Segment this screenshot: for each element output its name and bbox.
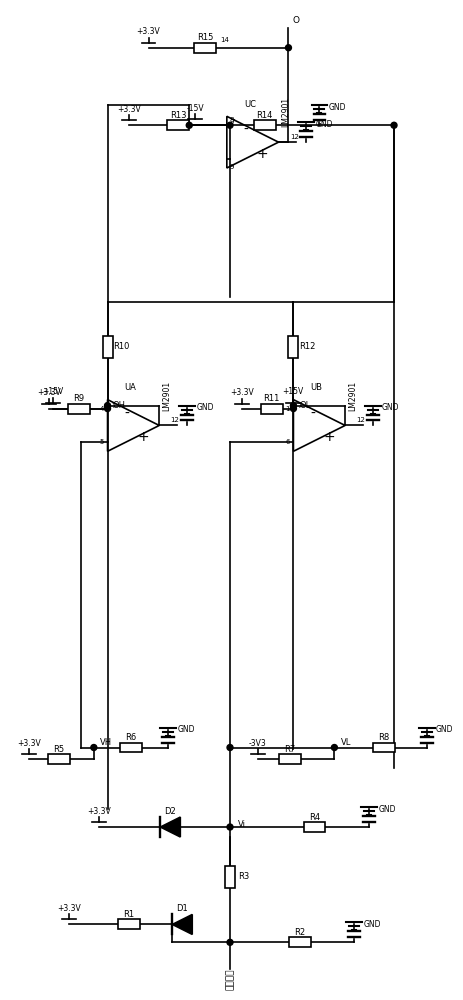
Text: +3.3V: +3.3V <box>137 27 160 36</box>
Bar <box>119 743 142 752</box>
Text: +: + <box>257 147 269 161</box>
Circle shape <box>227 824 233 830</box>
Text: GND: GND <box>329 103 346 112</box>
Text: R13: R13 <box>170 111 187 120</box>
Text: +: + <box>138 430 150 444</box>
Bar <box>288 937 311 947</box>
Text: UB: UB <box>311 383 323 392</box>
Bar <box>225 866 235 888</box>
Text: VL: VL <box>341 738 351 747</box>
Text: -: - <box>310 407 315 421</box>
Text: LM2901: LM2901 <box>281 97 290 127</box>
Polygon shape <box>160 817 180 837</box>
Text: +15V: +15V <box>43 387 64 396</box>
Text: R14: R14 <box>257 111 273 120</box>
Text: R7: R7 <box>284 745 295 754</box>
Text: R15: R15 <box>197 33 213 42</box>
Text: 1: 1 <box>285 406 290 412</box>
Text: GND: GND <box>363 920 381 929</box>
Text: +3.3V: +3.3V <box>117 105 140 114</box>
Text: +3.3V: +3.3V <box>17 739 41 748</box>
Text: R10: R10 <box>113 342 130 351</box>
Circle shape <box>227 122 233 128</box>
Circle shape <box>391 122 397 128</box>
Text: GND: GND <box>177 725 195 734</box>
Text: GND: GND <box>382 403 400 412</box>
Text: R6: R6 <box>125 733 136 742</box>
Bar <box>103 336 113 358</box>
Bar <box>194 43 216 53</box>
Text: +: + <box>324 430 335 444</box>
Polygon shape <box>172 914 192 934</box>
Text: -: - <box>124 407 129 421</box>
Text: LM2901: LM2901 <box>348 381 357 411</box>
Circle shape <box>227 745 233 750</box>
Text: R8: R8 <box>378 733 390 742</box>
Bar <box>48 754 70 764</box>
Text: OL: OL <box>300 401 311 410</box>
Text: R5: R5 <box>54 745 65 754</box>
Bar <box>168 120 189 130</box>
Text: O: O <box>293 16 300 25</box>
Text: R9: R9 <box>73 394 84 403</box>
Circle shape <box>105 403 111 409</box>
Bar <box>261 404 283 414</box>
Text: 14: 14 <box>220 37 230 43</box>
Text: 12: 12 <box>171 417 180 423</box>
Text: GND: GND <box>196 403 214 412</box>
Text: 4: 4 <box>100 406 104 412</box>
Circle shape <box>290 403 296 409</box>
Circle shape <box>91 745 97 750</box>
Text: 8: 8 <box>230 117 234 123</box>
Bar <box>304 822 325 832</box>
Text: R1: R1 <box>123 910 134 919</box>
Text: 5: 5 <box>100 439 104 445</box>
Circle shape <box>227 939 233 945</box>
Circle shape <box>186 122 192 128</box>
Text: +15V: +15V <box>282 387 303 396</box>
Text: +3.3V: +3.3V <box>87 807 111 816</box>
Text: GND: GND <box>436 725 453 734</box>
Text: UC: UC <box>244 100 256 109</box>
Text: 7: 7 <box>111 403 116 409</box>
Text: R11: R11 <box>263 394 280 403</box>
Circle shape <box>105 406 111 412</box>
Bar <box>254 120 276 130</box>
Circle shape <box>286 45 291 51</box>
Text: R4: R4 <box>309 813 320 822</box>
Text: GND: GND <box>378 805 396 814</box>
Text: D1: D1 <box>176 904 188 913</box>
Text: R12: R12 <box>299 342 315 351</box>
Text: R3: R3 <box>238 872 250 881</box>
Text: 7: 7 <box>231 119 235 125</box>
Text: 7: 7 <box>297 403 301 409</box>
Circle shape <box>290 406 296 412</box>
Text: 12: 12 <box>357 417 365 423</box>
Text: OH: OH <box>113 401 126 410</box>
Text: R2: R2 <box>294 928 305 937</box>
Text: +3.3V: +3.3V <box>57 904 81 913</box>
Text: GND: GND <box>315 120 333 129</box>
Text: +3.3V: +3.3V <box>230 388 254 397</box>
Text: -: - <box>244 123 248 137</box>
Text: VH: VH <box>100 738 112 747</box>
Text: 9: 9 <box>230 164 234 170</box>
Text: Vi: Vi <box>238 820 246 829</box>
Circle shape <box>332 745 338 750</box>
Text: LM2901: LM2901 <box>162 381 171 411</box>
Bar <box>68 404 90 414</box>
Text: 开关输入: 开关输入 <box>225 968 234 990</box>
Text: 6: 6 <box>285 439 290 445</box>
Bar <box>288 336 298 358</box>
Bar <box>279 754 300 764</box>
Text: -15V: -15V <box>187 104 204 113</box>
Text: 12: 12 <box>290 134 299 140</box>
Text: UA: UA <box>125 383 137 392</box>
Text: +3.3V: +3.3V <box>37 388 61 397</box>
Bar <box>118 919 139 929</box>
Bar <box>373 743 395 752</box>
Text: -3V3: -3V3 <box>249 739 267 748</box>
Text: D2: D2 <box>164 807 176 816</box>
